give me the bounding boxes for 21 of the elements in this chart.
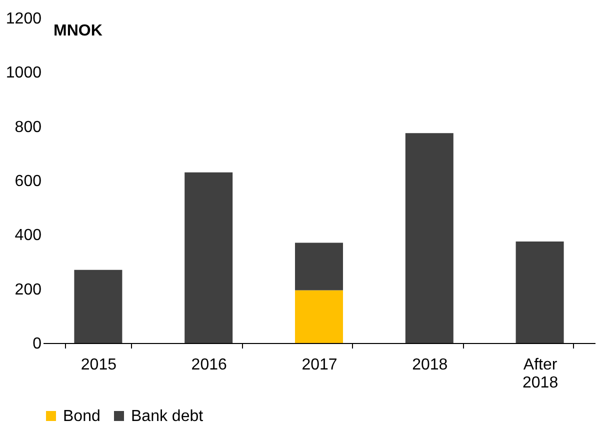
x-tick-label: 2017 — [302, 356, 338, 374]
y-tick-label: 0 — [32, 336, 42, 352]
y-tick-label: 200 — [14, 281, 42, 298]
bar — [74, 270, 122, 343]
y-tick-label: 1000 — [6, 64, 42, 82]
legend-label: Bank debt — [131, 408, 204, 425]
x-tick-label: 2016 — [191, 356, 227, 374]
y-axis-title: MNOK — [54, 22, 103, 40]
y-tick-label: 800 — [14, 118, 42, 136]
x-tick-label: 2015 — [80, 356, 117, 374]
y-tick-label: 600 — [14, 173, 42, 190]
x-tick-label: 2018 — [412, 356, 448, 374]
x-tick-label: After 2018 — [522, 356, 558, 392]
bar — [295, 242, 343, 290]
bar — [516, 241, 564, 343]
y-tick-label: 400 — [14, 227, 42, 244]
bar — [405, 133, 454, 343]
legend-label: Bond — [63, 408, 100, 425]
y-tick-label: 1200 — [6, 10, 42, 28]
bar — [295, 290, 343, 343]
bar — [184, 172, 233, 343]
